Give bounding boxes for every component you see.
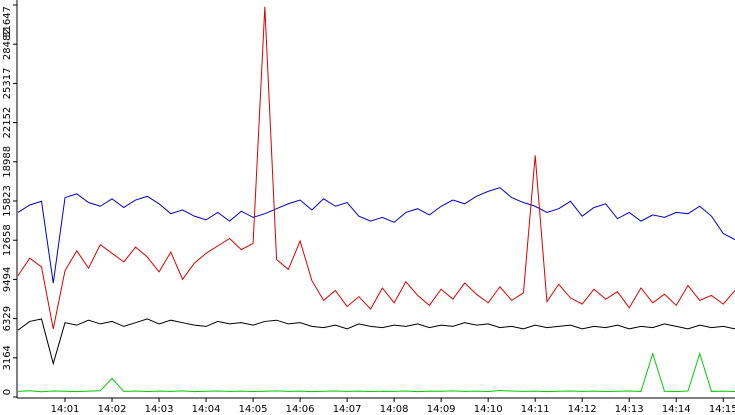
plot-area	[17, 6, 735, 393]
y-tick-label: 22152	[2, 107, 13, 139]
x-tick-label: 14:05	[239, 404, 268, 415]
y-tick-label: 12658	[2, 224, 13, 256]
y-tick-label: 25317	[2, 68, 13, 100]
series-line	[17, 187, 735, 284]
x-tick-label: 14:15	[709, 404, 735, 415]
series-line	[17, 6, 735, 329]
x-tick-label: 14:01	[51, 404, 80, 415]
x-tick-label: 14:10	[474, 404, 503, 415]
y-tick-label: 3164	[2, 345, 13, 370]
x-tick-label: 14:14	[662, 404, 691, 415]
x-tick-label: 14:03	[145, 404, 174, 415]
x-tick-label: 14:08	[380, 404, 409, 415]
x-tick-label: 14:13	[615, 404, 644, 415]
x-tick-label: 14:11	[521, 404, 550, 415]
x-tick-label: 14:12	[568, 404, 597, 415]
series-line	[17, 351, 735, 393]
series-line	[17, 318, 735, 366]
y-tick-label: 6329	[2, 306, 13, 331]
x-tick-label: 14:06	[286, 404, 315, 415]
y-tick-label: 0	[2, 389, 13, 395]
y-tick-label: 18988	[2, 146, 13, 178]
y-tick-label: 15823	[2, 185, 13, 217]
x-tick-label: 14:02	[98, 404, 127, 415]
y-tick-label: 31647	[2, 6, 13, 38]
y-tick-label: 9494	[2, 267, 13, 292]
x-tick-label: 14:07	[333, 404, 362, 415]
y-tick-label: 28482	[2, 28, 13, 60]
x-tick-label: 14:04	[192, 404, 221, 415]
x-tick-label: 14:09	[427, 404, 456, 415]
